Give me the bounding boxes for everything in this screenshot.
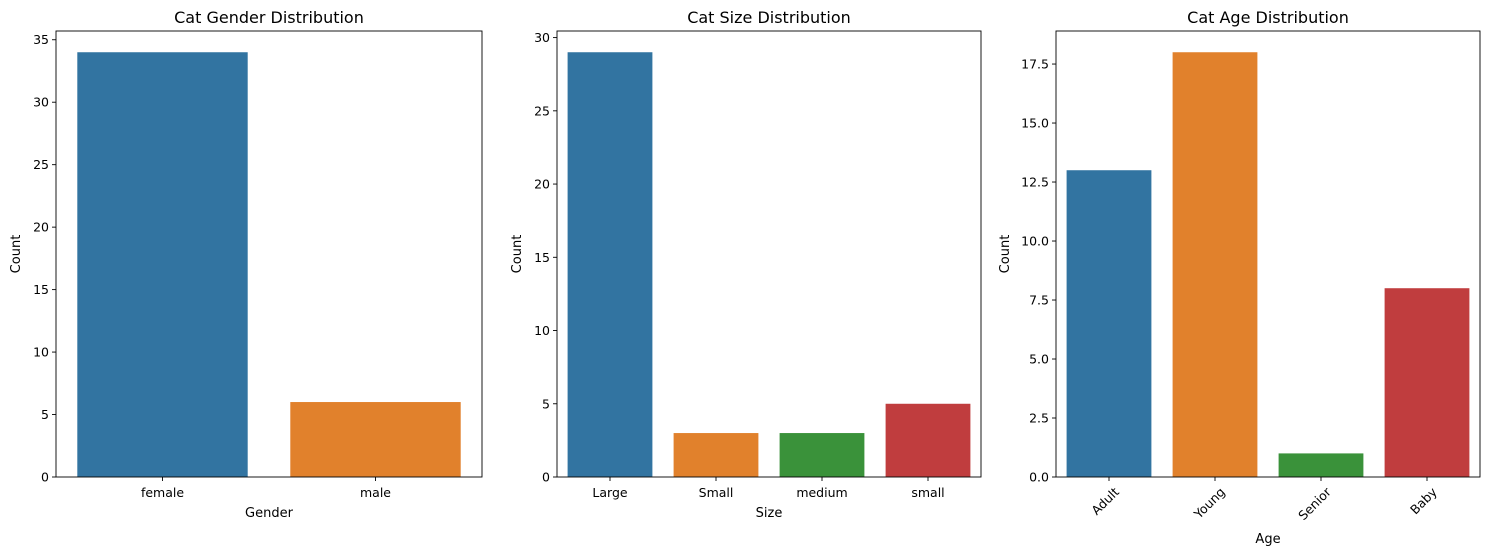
- y-tick-label: 17.5: [1021, 57, 1049, 72]
- y-tick-label: 12.5: [1021, 175, 1049, 190]
- y-tick-label: 10.0: [1021, 234, 1049, 249]
- y-axis-label: Count: [998, 235, 1013, 274]
- y-tick-label: 30: [33, 95, 49, 110]
- y-tick-label: 15.0: [1021, 116, 1049, 131]
- y-tick-label: 2.5: [1029, 411, 1049, 426]
- chart-gender: 0 5 10 15 20 25 30 35 female male Cat Gender Distr…: [9, 8, 483, 521]
- y-tick-label: 15: [33, 282, 49, 297]
- chart-age: 0.0 2.5 5.0 7.5 10.0 12.5 15.0 17.5 Adult Young Se…: [998, 8, 1481, 547]
- x-tick-label: medium: [796, 485, 847, 500]
- x-tick-label: Large: [592, 485, 627, 500]
- chart-size: 0 5 10 15 20 25 30 Large Small medium small Cat Siz…: [510, 8, 982, 521]
- y-tick-label: 5: [542, 396, 550, 411]
- x-axis-label: Size: [756, 506, 783, 521]
- axes-frame: [55, 30, 483, 478]
- y-tick-label: 5.0: [1029, 352, 1049, 367]
- y-tick-label: 0.0: [1029, 470, 1049, 485]
- y-tick-label: 10: [33, 345, 49, 360]
- x-axis-label: Gender: [245, 506, 294, 521]
- y-tick-label: 30: [534, 30, 550, 45]
- y-axis-label: Count: [9, 235, 24, 274]
- x-tick-label: Senior: [1295, 484, 1334, 523]
- y-axis-label: Count: [510, 235, 525, 274]
- bar-size-small: [673, 433, 759, 477]
- y-tick-label: 25: [534, 103, 550, 118]
- y-tick-label: 10: [534, 323, 550, 338]
- y-tick-label: 0: [542, 470, 550, 485]
- bar-age-senior: [1278, 453, 1364, 477]
- bar-age-baby: [1384, 288, 1470, 477]
- y-tick-label: 15: [534, 250, 550, 265]
- bar-size-small: [885, 403, 971, 477]
- chart-title: Cat Gender Distribution: [174, 8, 364, 27]
- x-tick-label: Young: [1190, 484, 1228, 522]
- bar-age-adult: [1066, 170, 1152, 477]
- y-tick-label: 7.5: [1029, 293, 1049, 308]
- x-tick-label: Baby: [1407, 484, 1440, 517]
- axes-frame: [556, 30, 982, 478]
- bar-gender-male: [290, 402, 461, 477]
- chart-title: Cat Age Distribution: [1187, 8, 1349, 27]
- y-tick-label: 20: [33, 220, 49, 235]
- axes-frame: [1055, 30, 1481, 478]
- x-tick-label: male: [360, 485, 391, 500]
- y-tick-label: 35: [33, 32, 49, 47]
- bar-age-young: [1172, 52, 1258, 477]
- y-tick-label: 0: [41, 470, 49, 485]
- x-tick-label: small: [911, 485, 944, 500]
- x-tick-label: female: [141, 485, 184, 500]
- bar-size-large: [567, 52, 653, 477]
- chart-title: Cat Size Distribution: [687, 8, 851, 27]
- bar-gender-female: [77, 52, 248, 477]
- x-tick-label: Adult: [1088, 484, 1122, 518]
- bar-size-medium: [779, 433, 865, 477]
- y-tick-label: 5: [41, 407, 49, 422]
- x-axis-label: Age: [1255, 532, 1280, 547]
- x-tick-label: Small: [699, 485, 734, 500]
- y-tick-label: 20: [534, 177, 550, 192]
- y-tick-label: 25: [33, 157, 49, 172]
